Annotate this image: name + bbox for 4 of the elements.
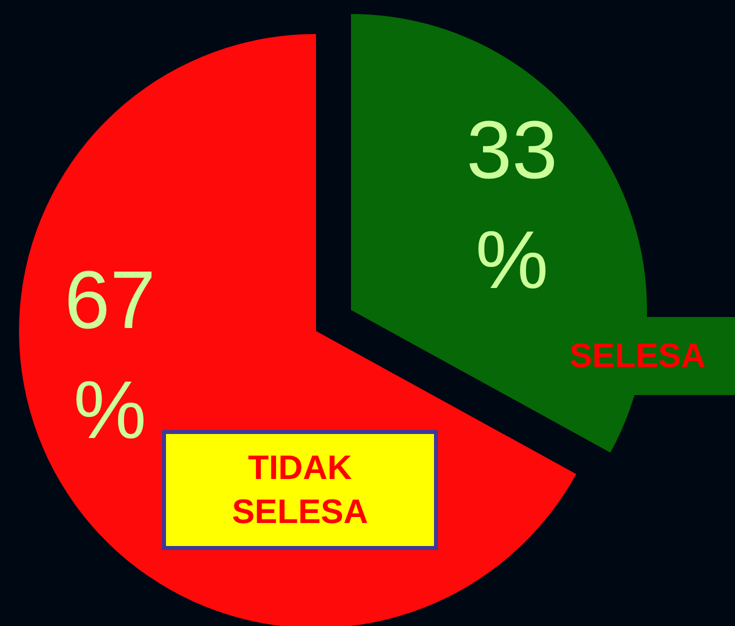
data-label: 33 % [466, 105, 558, 306]
data-label: 67 % [64, 255, 156, 456]
slice-label: TIDAK SELESA [162, 430, 438, 550]
slice-label: SELESA [540, 317, 735, 395]
